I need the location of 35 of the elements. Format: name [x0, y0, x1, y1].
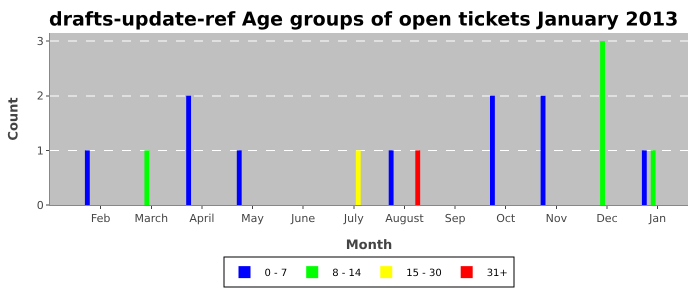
legend-label: 15 - 30 — [406, 268, 442, 279]
bar — [642, 150, 647, 205]
y-tick-label: 3 — [36, 35, 44, 48]
x-tick-label: April — [189, 212, 214, 226]
bar — [236, 150, 242, 205]
x-axis-title: Month — [346, 238, 392, 253]
legend-label: 0 - 7 — [264, 268, 288, 279]
x-tick-label: June — [290, 212, 316, 226]
x-tick-label: March — [134, 212, 168, 226]
x-tick-label: May — [241, 212, 264, 226]
bar — [84, 150, 90, 205]
chart-title: drafts-update-ref Age groups of open tickets January 2013 — [49, 8, 678, 30]
x-tick-label: Feb — [90, 212, 110, 226]
y-tick-label: 1 — [36, 144, 44, 158]
y-tick-label: 0 — [36, 198, 44, 212]
x-tick-label: Oct — [496, 212, 516, 226]
x-tick-label: Nov — [546, 212, 568, 226]
x-tick-label: Jan — [648, 212, 666, 226]
bar — [356, 150, 361, 205]
x-tick-label: Dec — [596, 212, 618, 226]
legend-label: 31+ — [486, 268, 508, 279]
legend-label: 8 - 14 — [332, 268, 362, 279]
bar — [490, 96, 495, 205]
bar — [650, 150, 656, 205]
x-tick-label: July — [342, 212, 364, 226]
bar — [186, 96, 192, 205]
x-tick-label: Sep — [444, 212, 466, 226]
y-axis-title: Count — [6, 97, 22, 141]
bar — [415, 150, 420, 205]
bar — [144, 150, 150, 205]
bar — [388, 150, 394, 205]
y-tick-label: 2 — [36, 90, 44, 103]
bar — [540, 96, 546, 205]
x-tick-label: August — [385, 212, 424, 226]
bar — [600, 41, 605, 205]
